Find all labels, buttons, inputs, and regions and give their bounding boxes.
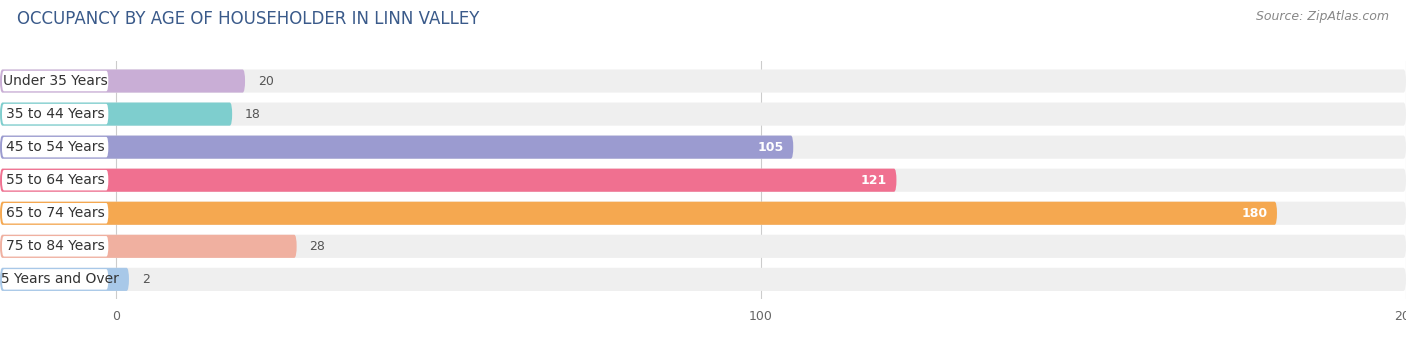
Text: 85 Years and Over: 85 Years and Over [0, 272, 118, 286]
Text: 18: 18 [245, 107, 262, 121]
Text: 75 to 84 Years: 75 to 84 Years [6, 239, 104, 253]
FancyBboxPatch shape [0, 136, 1406, 159]
FancyBboxPatch shape [1, 203, 108, 223]
FancyBboxPatch shape [1, 269, 108, 290]
Text: 105: 105 [758, 141, 783, 154]
Text: 35 to 44 Years: 35 to 44 Years [6, 107, 104, 121]
Text: 55 to 64 Years: 55 to 64 Years [6, 173, 104, 187]
FancyBboxPatch shape [0, 268, 129, 291]
FancyBboxPatch shape [1, 170, 108, 190]
FancyBboxPatch shape [1, 71, 108, 91]
FancyBboxPatch shape [0, 69, 245, 92]
FancyBboxPatch shape [0, 268, 1406, 291]
FancyBboxPatch shape [0, 136, 793, 159]
Text: 121: 121 [860, 174, 887, 187]
FancyBboxPatch shape [0, 235, 1406, 258]
Text: Under 35 Years: Under 35 Years [3, 74, 107, 88]
FancyBboxPatch shape [0, 169, 897, 192]
FancyBboxPatch shape [1, 104, 108, 124]
Text: 45 to 54 Years: 45 to 54 Years [6, 140, 104, 154]
FancyBboxPatch shape [0, 103, 1406, 126]
Text: 28: 28 [309, 240, 325, 253]
Text: 65 to 74 Years: 65 to 74 Years [6, 206, 104, 220]
FancyBboxPatch shape [0, 69, 1406, 92]
Text: OCCUPANCY BY AGE OF HOUSEHOLDER IN LINN VALLEY: OCCUPANCY BY AGE OF HOUSEHOLDER IN LINN … [17, 10, 479, 28]
FancyBboxPatch shape [1, 137, 108, 157]
Text: 2: 2 [142, 273, 150, 286]
FancyBboxPatch shape [1, 236, 108, 257]
FancyBboxPatch shape [0, 235, 297, 258]
FancyBboxPatch shape [0, 103, 232, 126]
Text: Source: ZipAtlas.com: Source: ZipAtlas.com [1256, 10, 1389, 23]
Text: 180: 180 [1241, 207, 1267, 220]
FancyBboxPatch shape [0, 169, 1406, 192]
FancyBboxPatch shape [0, 202, 1406, 225]
Text: 20: 20 [257, 74, 274, 87]
FancyBboxPatch shape [0, 202, 1277, 225]
